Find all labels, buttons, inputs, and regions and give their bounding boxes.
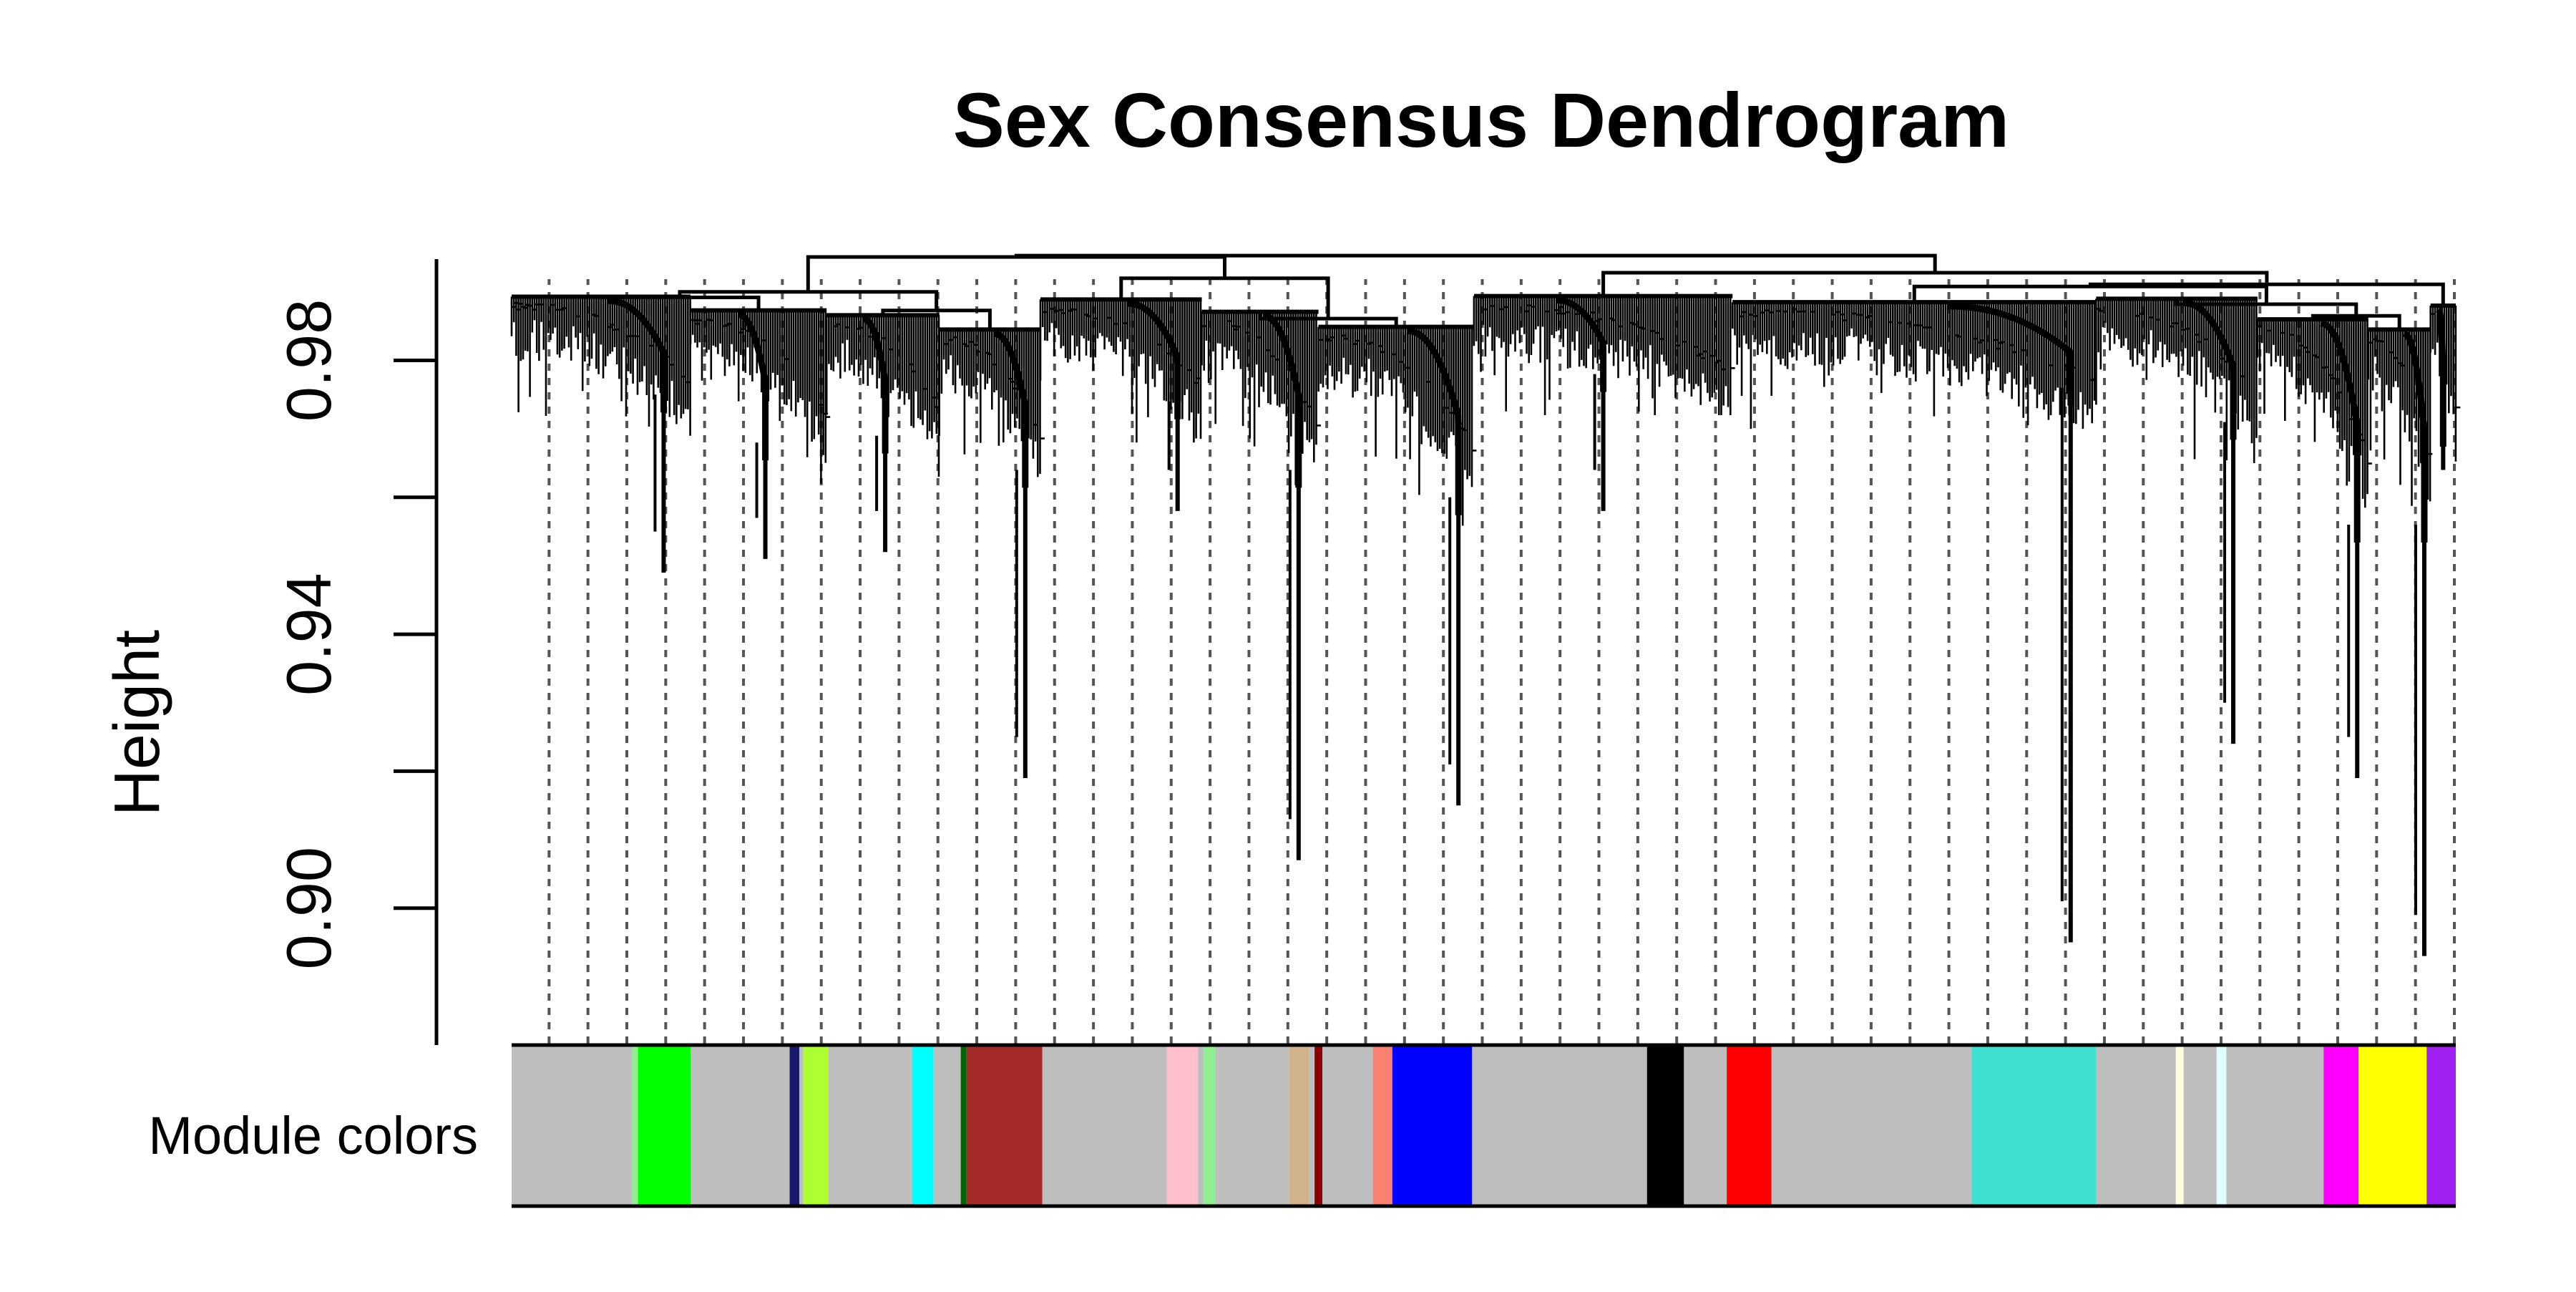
module-color-band [638,1045,691,1206]
module-color-band [1215,1045,1289,1206]
merge-branch [1014,253,1937,273]
module-color-band [1289,1045,1309,1206]
module-color-band [803,1045,829,1206]
cluster-branch-group [1201,309,1321,860]
cluster-leaves [510,296,691,436]
module-color-row [512,1043,2456,1208]
module-color-band [1372,1045,1392,1206]
y-axis-title: Height [102,630,173,816]
module-color-band [1771,1045,1972,1206]
color-row-label: Module colors [148,1106,478,1165]
cluster-branch-group [1732,300,2097,943]
cluster-sweep-branch [2403,330,2428,543]
cluster-leaves [938,329,1045,477]
chart-title: Sex Consensus Dendrogram [953,77,2009,163]
dendrogram-tree [510,253,2461,956]
y-tick-label: 0.94 [273,573,344,695]
module-color-band [799,1045,804,1206]
module-color-band [1727,1045,1772,1206]
module-color-band [1646,1045,1684,1206]
cluster-sweep-branch [1556,296,1607,392]
cluster-sweep-branch [2320,320,2361,543]
cluster-sweep-branch [1127,300,1181,419]
module-color-band [1308,1045,1315,1206]
cluster-sweep-branch [737,311,769,461]
module-color-band [1198,1045,1204,1206]
module-color-band [2096,1045,2176,1206]
module-color-band [1204,1045,1216,1206]
cluster-leaves [1732,302,2097,429]
cluster-branch-group [825,313,940,553]
cluster-branch-group [1039,297,1202,511]
cluster-leaves [2095,298,2258,463]
cluster-branch-group [689,308,831,559]
module-color-band [933,1045,961,1206]
module-color-band [2426,1045,2456,1206]
module-color-band [960,1045,967,1206]
module-color-band [828,1045,912,1206]
module-color-band [2216,1045,2227,1206]
y-tick-label: 0.90 [273,847,344,969]
cluster-leaves [1317,326,1477,526]
cluster-sweep-branch [1946,303,2074,406]
module-color-band [690,1045,790,1206]
module-color-band [632,1045,638,1206]
y-axis: 0.90 0.94 0.98 [273,259,439,1045]
module-color-band [912,1045,934,1206]
y-tick-label: 0.98 [273,299,344,422]
merge-branch [806,255,1226,292]
module-color-band [1314,1045,1322,1206]
module-color-band [1971,1045,2097,1206]
module-color-band [2358,1045,2427,1206]
cluster-leaves [689,310,831,484]
cluster-branch-group [510,294,691,573]
cluster-branch-group [2095,296,2258,744]
module-color-band [1042,1045,1167,1206]
module-color-band [2323,1045,2359,1206]
module-color-band [1392,1045,1473,1206]
leaf-guide-lines [547,279,2456,1044]
module-color-band [1472,1045,1647,1206]
module-color-band [512,1045,633,1206]
module-color-band [1166,1045,1199,1206]
cluster-branch-group [1473,293,1735,511]
cluster-sweep-branch [2436,307,2446,447]
cluster-leaves [1201,311,1321,485]
module-color-band [966,1045,1043,1206]
module-color-band [1322,1045,1373,1206]
module-color-band [789,1045,800,1206]
cluster-leaves [2256,319,2372,508]
cluster-branch-group [1317,324,1477,806]
cluster-branch-group [2367,327,2433,956]
cluster-leaves [1473,296,1735,415]
cluster-branch-group [2256,317,2372,778]
module-color-band [2183,1045,2217,1206]
module-color-band [1684,1045,1727,1206]
cluster-sweep-branch [993,330,1029,488]
module-color-band [2175,1045,2184,1206]
cluster-leaves [1039,299,1202,443]
cluster-sweep-branch [608,297,667,413]
module-color-band [2226,1045,2324,1206]
cluster-branch-group [2429,303,2461,470]
cluster-sweep-branch [1407,327,1462,515]
cluster-sweep-branch [863,316,889,454]
cluster-branch-group [938,327,1045,778]
